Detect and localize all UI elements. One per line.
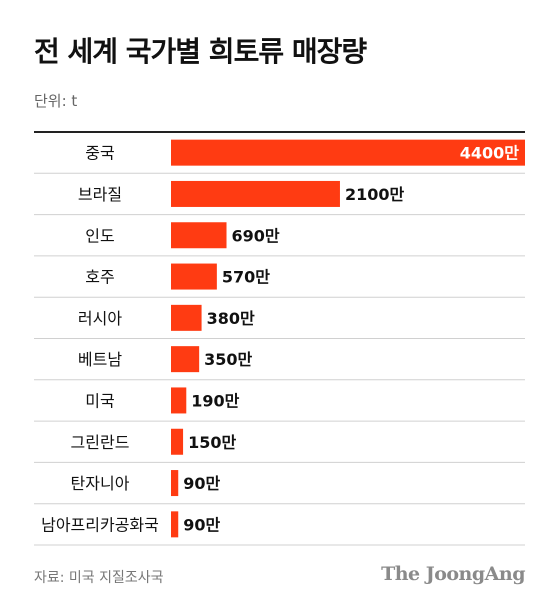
category-label: 탄자니아	[71, 474, 130, 493]
bar	[171, 304, 202, 331]
category-label: 인도	[85, 226, 114, 245]
value-label: 90만	[183, 474, 220, 493]
value-label: 380만	[207, 309, 255, 328]
value-label: 2100만	[345, 185, 405, 204]
bar	[171, 263, 217, 290]
top-rule	[34, 131, 525, 133]
source-note: 자료: 미국 지질조사국	[34, 570, 164, 586]
category-label: 미국	[85, 391, 114, 410]
value-label: 570만	[222, 268, 270, 287]
bar	[171, 470, 179, 497]
chart-title: 전 세계 국가별 희토류 매장량	[34, 35, 367, 68]
value-label: 4400만	[460, 144, 520, 163]
bar	[171, 511, 179, 538]
bar	[171, 180, 340, 207]
bar	[171, 222, 227, 249]
category-label: 중국	[85, 144, 114, 163]
value-label: 350만	[204, 350, 252, 369]
category-label: 그린란드	[71, 433, 130, 452]
value-label: 150만	[188, 433, 236, 452]
category-label: 러시아	[78, 309, 122, 328]
unit-label: 단위: t	[34, 92, 78, 110]
bar	[171, 346, 200, 373]
value-label: 90만	[183, 515, 220, 534]
category-label: 호주	[85, 268, 114, 287]
category-label: 남아프리카공화국	[41, 515, 159, 534]
category-label: 브라질	[78, 185, 122, 204]
value-label: 690만	[232, 226, 280, 245]
brand-logo: The JoongAng	[381, 563, 525, 585]
bar	[171, 428, 184, 455]
bar	[171, 139, 525, 166]
category-label: 베트남	[78, 350, 122, 369]
value-label: 190만	[191, 391, 239, 410]
bar	[171, 387, 187, 414]
